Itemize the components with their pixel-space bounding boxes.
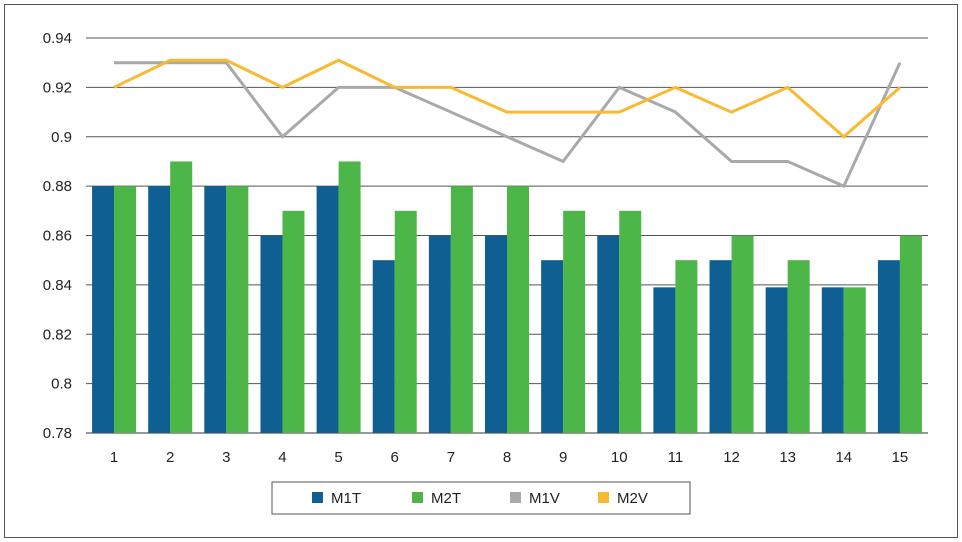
y-tick-label: 0.78 [43, 425, 72, 442]
bar-m2t [787, 260, 810, 433]
line-m2v [113, 58, 901, 139]
bar-m1t [485, 235, 507, 433]
y-tick-label: 0.82 [43, 326, 72, 343]
bar-m1t [541, 260, 564, 433]
x-tick-label: 2 [166, 449, 174, 466]
y-tick-label: 0.92 [43, 79, 72, 96]
bar-m2t [450, 186, 473, 433]
y-tick-label: 0.94 [43, 30, 72, 47]
x-axis-ticks: 1 2 3 4 5 6 7 8 9 10 11 12 13 14 15 [110, 449, 908, 466]
bar-m1t [765, 287, 788, 433]
bar-m2t [338, 161, 361, 433]
bar-m2t [563, 210, 586, 433]
bar-m2t [170, 161, 193, 433]
x-tick-label: 7 [447, 449, 455, 466]
x-tick-label: 3 [222, 449, 230, 466]
bar-m1t [204, 186, 227, 433]
y-tick-label: 0.88 [43, 178, 72, 195]
x-tick-label: 8 [503, 449, 511, 466]
bar-m1t [92, 186, 115, 433]
bar-m2t [899, 235, 922, 433]
x-tick-label: 5 [334, 449, 342, 466]
legend-swatch-m1v [510, 492, 521, 503]
legend-swatch-m1t [312, 492, 323, 503]
bar-m1t [148, 186, 171, 433]
bar-m1t [821, 287, 844, 433]
bar-m1t [709, 260, 732, 433]
x-tick-label: 1 [110, 449, 118, 466]
y-tick-label: 0.84 [43, 277, 72, 294]
bar-m2t [675, 260, 698, 433]
legend-swatch-m2t [412, 492, 423, 503]
bar-m1t [877, 260, 900, 433]
bar-m2t [114, 186, 137, 433]
y-tick-label: 0.9 [51, 129, 72, 146]
bar-m2t [619, 210, 642, 433]
x-tick-label: 10 [611, 449, 628, 466]
bar-m1t [653, 287, 676, 433]
legend-label-m2t: M2T [431, 490, 461, 507]
legend: M1T M2T M1V M2V [271, 481, 691, 515]
bar-m1t [372, 260, 395, 433]
legend-label-m1v: M1V [529, 490, 560, 507]
y-tick-label: 0.86 [43, 228, 72, 245]
bars [92, 161, 922, 433]
legend-swatch-m2v [598, 492, 609, 503]
legend-label-m2v: M2V [617, 490, 648, 507]
x-tick-label: 6 [391, 449, 399, 466]
x-tick-label: 4 [278, 449, 286, 466]
x-tick-label: 14 [835, 449, 852, 466]
bar-m1t [597, 235, 620, 433]
bar-m2t [394, 210, 417, 433]
legend-label-m1t: M1T [331, 490, 361, 507]
bar-m1t [428, 235, 451, 433]
bar-m2t [226, 186, 249, 433]
x-tick-label: 9 [559, 449, 567, 466]
line-m1v [114, 61, 902, 189]
bar-m2t [731, 235, 754, 433]
bar-m2t [282, 210, 305, 433]
x-tick-label: 15 [892, 449, 909, 466]
x-tick-label: 13 [779, 449, 796, 466]
bar-m2t [843, 287, 866, 433]
bar-m1t [260, 235, 283, 433]
y-tick-label: 0.8 [51, 376, 72, 393]
bar-m1t [316, 186, 339, 433]
y-axis-ticks: 0.78 0.8 0.82 0.84 0.86 0.88 0.9 0.92 0.94 [43, 30, 72, 442]
bar-m2t [507, 186, 529, 433]
x-tick-label: 12 [723, 449, 740, 466]
x-tick-label: 11 [668, 449, 684, 466]
legend-box [271, 481, 691, 515]
lines [113, 58, 902, 189]
